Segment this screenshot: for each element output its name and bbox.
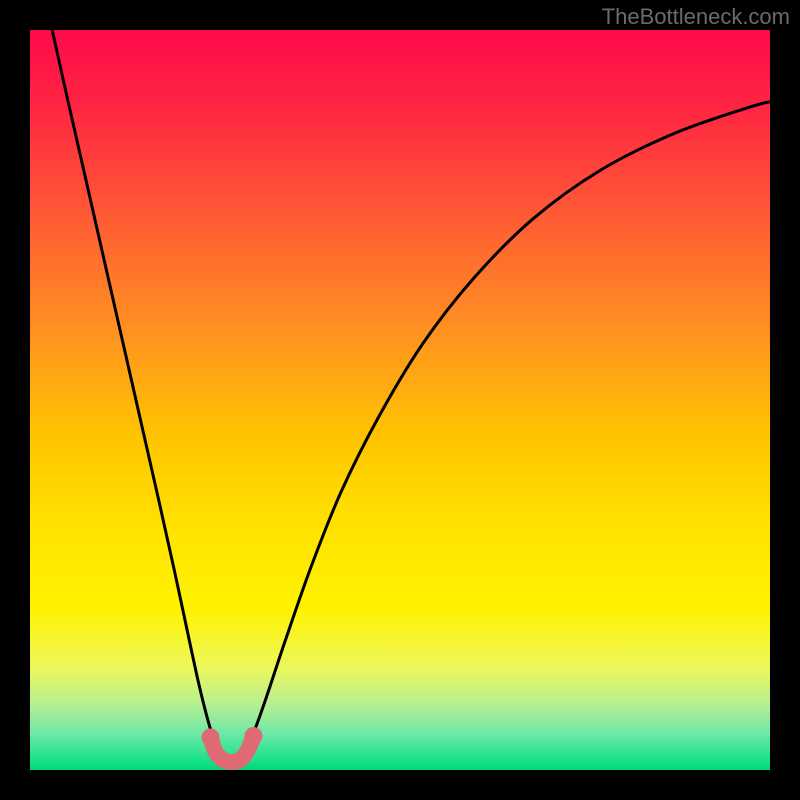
- chart-svg: [0, 0, 800, 800]
- trough-dot: [244, 727, 262, 745]
- trough-dot: [202, 728, 220, 746]
- chart-container: TheBottleneck.com: [0, 0, 800, 800]
